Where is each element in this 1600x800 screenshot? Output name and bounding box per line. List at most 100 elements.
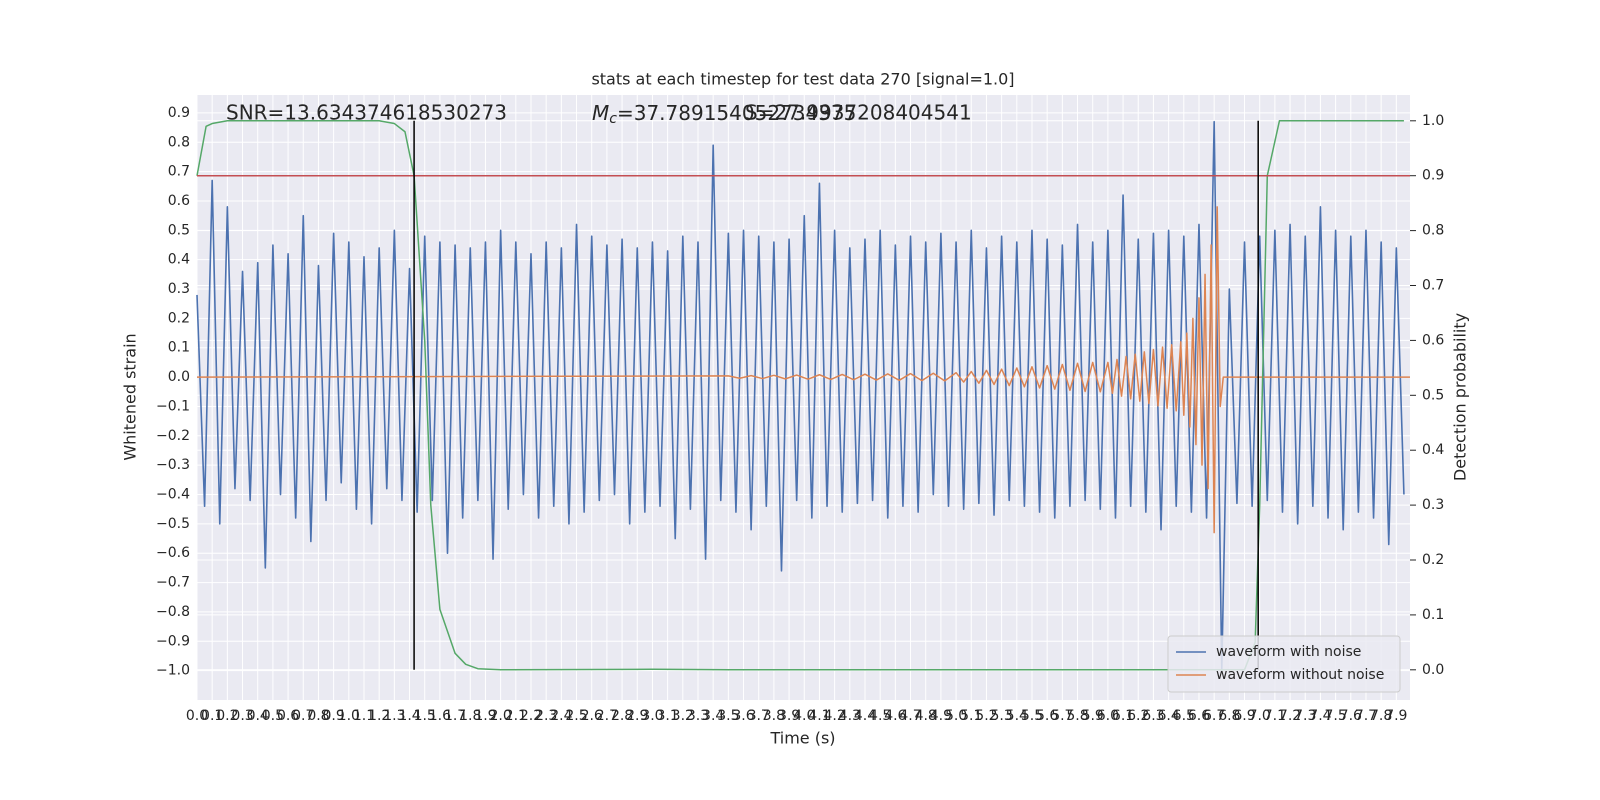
y-tick-label: 0.1 [168,340,190,356]
x-tick-label: 4.9 [930,708,952,724]
x-tick-label: 2.0 [489,708,511,724]
x-tick-label: 5.5 [1021,708,1043,724]
x-tick-label: 6.6 [1188,708,1210,724]
y-tick-label: −0.5 [156,516,190,532]
y2-tick-label: 0.6 [1422,332,1444,348]
x-tick-label: 1.6 [429,708,451,724]
y2-tick-label: 0.5 [1422,387,1444,403]
x-tick-label: 5.9 [1082,708,1104,724]
y-tick-label: 0.9 [168,105,190,121]
x-tick-label: 3.8 [763,708,785,724]
y-tick-label: −0.1 [156,398,190,414]
x-tick-label: 2.9 [626,708,648,724]
x-tick-label: 4.4 [854,708,876,724]
y-tick-label: 0.8 [168,134,190,150]
legend-label: waveform with noise [1216,644,1361,660]
x-tick-label: 4.1 [808,708,830,724]
legend-box [1167,635,1401,693]
x-tick-label: 5.8 [1066,708,1088,724]
x-tick-label: 1.4 [398,708,420,724]
y-tick-label: −1.0 [156,663,190,679]
x-tick-label: 5.2 [975,708,997,724]
x-tick-label: 7.0 [1249,708,1271,724]
x-tick-label: 4.6 [884,708,906,724]
x-tick-label: 0.4 [247,708,269,724]
y2-tick-label: 0.7 [1422,278,1444,294]
x-tick-label: 7.6 [1340,708,1362,724]
x-tick-label: 7.4 [1309,708,1331,724]
x-tick-label: 0.9 [323,708,345,724]
y-tick-label: −0.3 [156,457,190,473]
x-tick-label: 2.7 [596,708,618,724]
x-tick-label: 5.0 [945,708,967,724]
x-tick-label: 5.4 [1006,708,1028,724]
x-axis-label: Time (s) [769,729,835,748]
x-tick-label: 3.9 [778,708,800,724]
x-tick-label: 1.8 [459,708,481,724]
y2-tick-label: 0.9 [1422,168,1444,184]
x-tick-label: 3.5 [717,708,739,724]
y2-tick-label: 0.1 [1422,607,1444,623]
x-tick-label: 1.2 [368,708,390,724]
y2-tick-label: 0.3 [1422,497,1444,513]
y-tick-label: 0.0 [168,369,190,385]
y-tick-label: −0.9 [156,633,190,649]
chart-title: stats at each timestep for test data 270… [591,70,1014,89]
x-tick-label: 6.1 [1112,708,1134,724]
x-tick-label: 4.3 [839,708,861,724]
x-tick-label: 7.1 [1264,708,1286,724]
x-tick-label: 6.5 [1173,708,1195,724]
annotation: S=27.9937208404541 [745,101,972,125]
x-tick-label: 7.8 [1370,708,1392,724]
x-tick-label: 4.5 [869,708,891,724]
x-tick-label: 6.9 [1233,708,1255,724]
annotation-symbol: M [592,101,609,125]
annotation-text: =37.789154052734375 [617,101,856,125]
y2-tick-label: 0.2 [1422,552,1444,568]
x-tick-label: 3.4 [702,708,724,724]
x-tick-label: 6.3 [1142,708,1164,724]
y-tick-label: −0.4 [156,487,190,503]
x-tick-label: 2.8 [611,708,633,724]
y-tick-label: −0.8 [156,604,190,620]
x-tick-label: 4.8 [915,708,937,724]
x-tick-label: 2.4 [550,708,572,724]
x-tick-label: 1.3 [383,708,405,724]
x-tick-label: 7.5 [1324,708,1346,724]
x-tick-label: 7.3 [1294,708,1316,724]
x-tick-label: 4.7 [899,708,921,724]
x-tick-label: 1.1 [353,708,375,724]
y2-tick-label: 0.4 [1422,442,1444,458]
y-tick-label: −0.2 [156,428,190,444]
x-tick-label: 2.3 [535,708,557,724]
x-tick-label: 1.0 [338,708,360,724]
x-tick-label: 3.1 [656,708,678,724]
x-tick-label: 5.7 [1051,708,1073,724]
x-tick-label: 2.6 [581,708,603,724]
x-tick-label: 7.2 [1279,708,1301,724]
y-tick-label: 0.4 [168,252,190,268]
x-tick-label: 6.4 [1157,708,1179,724]
y-tick-label: −0.6 [156,545,190,561]
x-tick-label: 2.5 [565,708,587,724]
y-tick-label: 0.5 [168,222,190,238]
x-tick-label: 5.6 [1036,708,1058,724]
x-tick-label: 3.2 [672,708,694,724]
x-tick-label: 1.9 [474,708,496,724]
series-line [196,120,1404,671]
annotation: SNR=13.634374618530273 [226,101,507,125]
annotation: Mc=37.789154052734375 [592,101,856,128]
annotation-subscript: c [609,111,617,127]
x-tick-label: 1.7 [444,708,466,724]
x-tick-label: 4.2 [823,708,845,724]
x-tick-label: 6.2 [1127,708,1149,724]
x-tick-label: 7.7 [1355,708,1377,724]
x-tick-label: 5.1 [960,708,982,724]
x-tick-label: 0.0 [186,708,208,724]
x-tick-label: 1.5 [414,708,436,724]
legend-label: waveform without noise [1216,667,1384,683]
x-tick-label: 3.3 [687,708,709,724]
y-tick-label: 0.6 [168,193,190,209]
y2-axis-label: Detection probability [1451,313,1470,481]
x-tick-label: 3.7 [748,708,770,724]
